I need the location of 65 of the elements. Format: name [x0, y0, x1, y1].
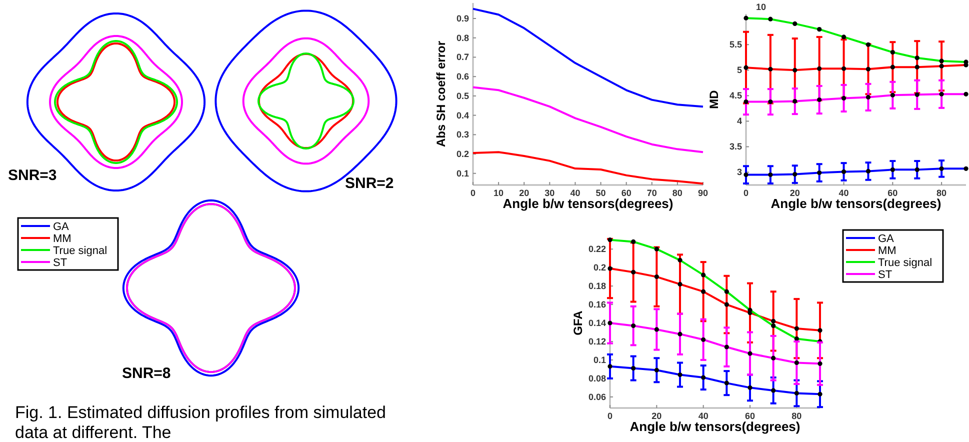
x-tick-label: 30 — [544, 188, 555, 198]
y-tick-label: 4 — [736, 116, 742, 126]
x-axis-title: Angle b/w tensors(degrees) — [502, 196, 674, 211]
x-tick-label: 0 — [743, 188, 749, 198]
x-tick-label: 80 — [792, 411, 802, 421]
x-tick-label: 60 — [888, 188, 898, 198]
x-tick-label: 0 — [470, 188, 476, 198]
y-tick-label: 4.5 — [729, 90, 742, 101]
y-axis-title: MD — [707, 90, 721, 109]
x-tick-label: 70 — [646, 188, 657, 198]
y-tick-label: 0.8 — [456, 32, 469, 43]
y-axis-title: GFA — [571, 310, 585, 336]
x-tick-label: 20 — [790, 188, 800, 198]
legend-label: MM — [878, 245, 896, 257]
legend-label: ST — [878, 269, 892, 281]
x-tick-label: 10 — [494, 188, 504, 198]
legend-label: GA — [878, 233, 895, 245]
line-series — [472, 86, 704, 154]
legend-label: GA — [53, 221, 70, 233]
y-tick-label: 0.12 — [588, 336, 606, 346]
y-tick-label: 0.6 — [456, 72, 469, 82]
x-tick-label: 80 — [672, 188, 682, 198]
legend-label: ST — [53, 257, 68, 269]
x-tick-label: 40 — [698, 411, 708, 421]
y-tick-label: 0.1 — [456, 168, 469, 178]
y-tick-label: 0.14 — [588, 318, 606, 328]
x-tick-label: 40 — [570, 188, 580, 198]
y-tick-label: 0.9 — [456, 13, 469, 24]
text: 10 — [756, 2, 766, 12]
y-tick-label: 0.2 — [456, 149, 469, 160]
y-tick-label: 0.5 — [456, 90, 469, 101]
y-tick-label: 0.1 — [593, 354, 606, 365]
y-tick-label: 0.18 — [588, 281, 606, 292]
text: SNR=2 — [345, 175, 394, 192]
y-tick-label: 3 — [736, 167, 742, 178]
caption: Fig. 1. Estimated diffusion profiles from simulated data at different. The — [15, 403, 386, 442]
legend-label: MM — [53, 233, 72, 245]
y-tick-label: 0.16 — [588, 300, 606, 310]
y-tick-label: 0.2 — [593, 262, 606, 273]
y-tick-label: 3.5 — [729, 142, 742, 152]
y-tick-label: 0.06 — [588, 392, 606, 402]
x-axis-title: Angle b/w tensors(degrees) — [770, 196, 942, 211]
x-tick-label: 60 — [744, 411, 756, 421]
text: SNR=8 — [122, 365, 171, 382]
x-tick-label: 40 — [838, 188, 849, 198]
y-tick-label: 0.22 — [588, 244, 606, 254]
y-tick-label: 5.5 — [729, 40, 742, 50]
x-tick-label: 90 — [698, 188, 708, 198]
x-tick-label: 20 — [519, 188, 530, 198]
x-tick-label: 80 — [936, 188, 947, 198]
line-series — [472, 8, 704, 108]
y-axis-title: Abs SH coeff error — [434, 40, 448, 148]
legend-label: True signal — [878, 257, 932, 269]
legend-label: True signal — [53, 245, 108, 257]
y-tick-label: 5 — [736, 65, 742, 76]
text: SNR=3 — [8, 167, 57, 184]
y-tick-label: 0.7 — [456, 52, 469, 62]
x-tick-label: 50 — [596, 188, 606, 198]
y-tick-label: 0.3 — [456, 130, 469, 140]
x-axis-title: Angle b/w tensors(degrees) — [630, 419, 800, 434]
x-tick-label: 0 — [607, 411, 613, 421]
x-tick-label: 60 — [621, 188, 632, 198]
y-tick-label: 0.4 — [456, 110, 469, 120]
y-tick-label: 0.08 — [588, 373, 606, 384]
x-tick-label: 20 — [652, 411, 662, 421]
